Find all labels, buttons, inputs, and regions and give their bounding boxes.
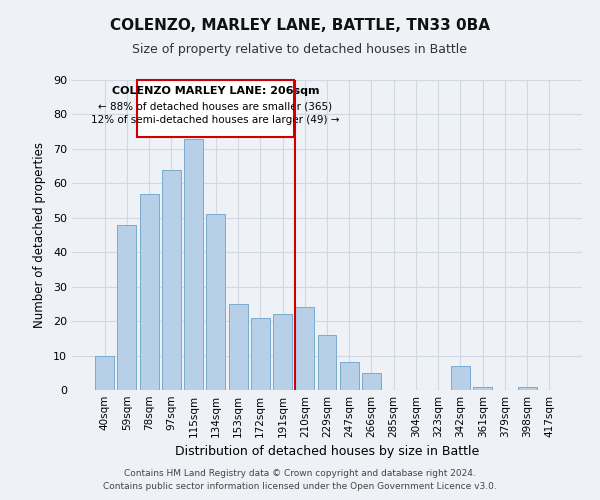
X-axis label: Distribution of detached houses by size in Battle: Distribution of detached houses by size … (175, 446, 479, 458)
Bar (118, 224, 136, 390)
Text: ← 88% of detached houses are smaller (365): ← 88% of detached houses are smaller (36… (98, 102, 332, 112)
Bar (206, 214, 225, 390)
Text: Contains public sector information licensed under the Open Government Licence v3: Contains public sector information licen… (103, 482, 497, 491)
Bar (295, 308, 314, 390)
Bar (317, 335, 337, 390)
Text: COLENZO MARLEY LANE: 206sqm: COLENZO MARLEY LANE: 206sqm (112, 86, 319, 96)
Bar (162, 170, 181, 390)
FancyBboxPatch shape (137, 80, 294, 137)
Bar (518, 386, 536, 390)
Bar (251, 318, 270, 390)
Bar (362, 373, 381, 390)
Y-axis label: Number of detached properties: Number of detached properties (33, 142, 46, 328)
Text: Size of property relative to detached houses in Battle: Size of property relative to detached ho… (133, 42, 467, 56)
Text: Contains HM Land Registry data © Crown copyright and database right 2024.: Contains HM Land Registry data © Crown c… (124, 468, 476, 477)
Bar (340, 362, 359, 390)
Bar (95, 356, 114, 390)
Text: COLENZO, MARLEY LANE, BATTLE, TN33 0BA: COLENZO, MARLEY LANE, BATTLE, TN33 0BA (110, 18, 490, 32)
Bar (229, 304, 248, 390)
Bar (273, 314, 292, 390)
Text: 12% of semi-detached houses are larger (49) →: 12% of semi-detached houses are larger (… (91, 115, 340, 125)
Bar (451, 366, 470, 390)
Bar (140, 194, 158, 390)
Bar (473, 386, 492, 390)
Bar (184, 138, 203, 390)
